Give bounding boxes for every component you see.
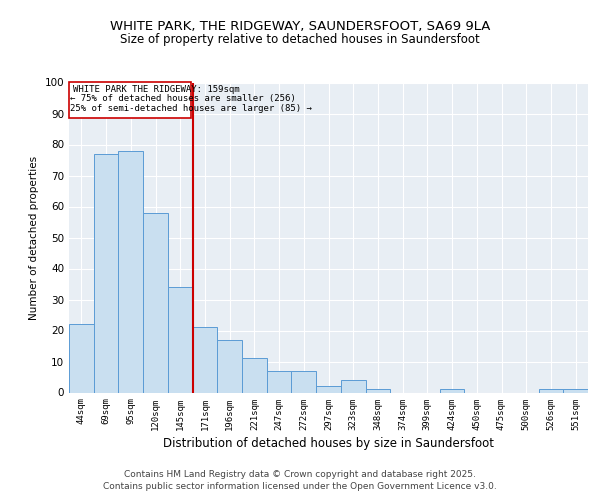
Text: Size of property relative to detached houses in Saundersfoot: Size of property relative to detached ho… [120, 32, 480, 46]
Bar [168, 287, 193, 393]
Bar [341, 380, 365, 392]
Bar [539, 390, 563, 392]
Bar [69, 324, 94, 392]
Bar [217, 340, 242, 392]
Text: 25% of semi-detached houses are larger (85) →: 25% of semi-detached houses are larger (… [70, 104, 312, 113]
Bar [316, 386, 341, 392]
Bar [143, 212, 168, 392]
Bar [94, 154, 118, 392]
Bar [440, 390, 464, 392]
Text: WHITE PARK, THE RIDGEWAY, SAUNDERSFOOT, SA69 9LA: WHITE PARK, THE RIDGEWAY, SAUNDERSFOOT, … [110, 20, 490, 33]
Text: Contains HM Land Registry data © Crown copyright and database right 2025.
Contai: Contains HM Land Registry data © Crown c… [103, 470, 497, 491]
Bar [365, 390, 390, 392]
X-axis label: Distribution of detached houses by size in Saundersfoot: Distribution of detached houses by size … [163, 436, 494, 450]
Bar [118, 150, 143, 392]
Text: ← 75% of detached houses are smaller (256): ← 75% of detached houses are smaller (25… [70, 94, 296, 104]
Bar [69, 82, 191, 118]
Text: WHITE PARK THE RIDGEWAY: 159sqm: WHITE PARK THE RIDGEWAY: 159sqm [73, 85, 239, 94]
Bar [242, 358, 267, 392]
Y-axis label: Number of detached properties: Number of detached properties [29, 156, 39, 320]
Bar [563, 390, 588, 392]
Bar [292, 371, 316, 392]
Bar [267, 371, 292, 392]
Bar [193, 328, 217, 392]
